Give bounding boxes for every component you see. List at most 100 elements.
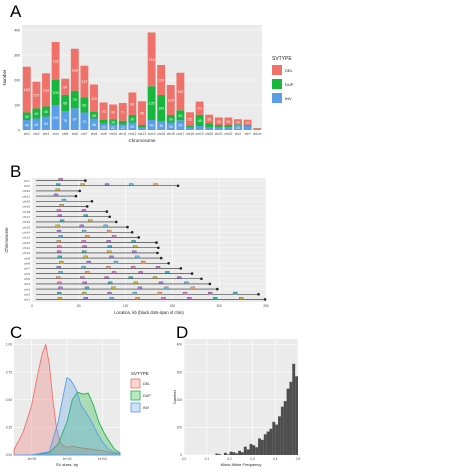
bar-del — [138, 101, 146, 125]
x-tick-label: chr4 — [52, 132, 58, 136]
sv-marker — [55, 188, 60, 192]
x-tick-label: chr17 — [176, 132, 184, 136]
sv-marker — [104, 276, 109, 279]
bar-del — [166, 85, 175, 115]
sv-marker — [81, 266, 86, 269]
histogram-bin — [258, 438, 261, 455]
bar-inv — [118, 124, 127, 130]
bar-del — [205, 114, 214, 124]
bar-dup — [128, 115, 137, 123]
legend-title: SVTYPE — [272, 56, 292, 62]
sv-marker — [57, 297, 63, 300]
histogram-bin — [278, 416, 281, 455]
x-tick-label: 50 — [77, 304, 81, 308]
bar-dup — [22, 112, 31, 120]
bar-value-label: 70 — [82, 120, 86, 124]
sv-marker — [157, 291, 162, 295]
plot-background — [32, 178, 266, 302]
chromosome-end-dot — [105, 210, 109, 213]
sv-marker — [233, 291, 238, 295]
x-tick-label: 0.3 — [250, 457, 255, 461]
sv-marker — [213, 297, 218, 300]
bar-dup — [99, 120, 108, 124]
bar-del — [224, 117, 233, 125]
sv-marker — [57, 291, 62, 295]
bar-value-label: 20 — [111, 121, 115, 125]
y-tick-label: chr16 — [22, 220, 30, 224]
bar-value-label: 150 — [177, 90, 183, 94]
bar-del — [61, 78, 70, 95]
bar-del — [253, 128, 262, 129]
sv-marker — [59, 219, 65, 223]
x-tick-label: chr1 — [24, 132, 30, 136]
x-tick-label: chr15 — [157, 132, 165, 136]
y-tick-label: 300 — [177, 370, 183, 374]
legend-swatch-inv — [130, 402, 141, 413]
sv-marker — [165, 271, 170, 274]
sv-marker — [111, 286, 116, 290]
bar-value-label: 127 — [81, 80, 87, 84]
chromosome-end-dot — [157, 246, 160, 250]
sv-marker — [107, 250, 112, 254]
histogram-bin — [241, 452, 244, 455]
bar-dup — [205, 123, 214, 127]
sv-marker — [82, 245, 87, 248]
x-tick-label: chr21 — [215, 132, 223, 136]
y-tick-label: chr13 — [22, 236, 30, 240]
y-tick-label: chr7 — [24, 267, 30, 271]
bar-inv — [205, 127, 214, 130]
sv-marker — [56, 266, 61, 269]
sv-marker — [83, 255, 88, 259]
bar-value-label: 104 — [158, 107, 164, 111]
bar-inv — [138, 127, 146, 130]
panel-label-c: C — [10, 323, 23, 342]
legend-label-dup: DUP — [143, 394, 151, 398]
bar-del — [195, 101, 204, 115]
histogram-bin — [275, 424, 279, 455]
sv-marker — [132, 245, 138, 248]
sv-marker — [59, 260, 64, 264]
bar-del — [243, 119, 252, 125]
bar-value-label: 64 — [63, 85, 67, 89]
sv-marker — [187, 297, 192, 300]
bar-dup — [61, 94, 70, 112]
bar-del — [51, 42, 60, 80]
x-tick-label: chr20 — [205, 132, 213, 136]
bar-inv — [70, 108, 79, 130]
bar-inv — [234, 125, 242, 130]
x-axis-title: Minor Allele Frequency — [221, 462, 262, 467]
x-tick-label: 150 — [170, 304, 176, 308]
bar-value-label: 120 — [168, 99, 174, 103]
legend-swatch-del — [130, 378, 141, 389]
histogram-bin — [229, 451, 233, 455]
chromosome-end-dot — [159, 256, 163, 260]
bar-del — [157, 65, 166, 95]
bar-value-label: 183 — [24, 88, 30, 92]
sv-marker — [239, 297, 244, 300]
x-tick-label: chr12 — [128, 132, 136, 136]
x-tick-label: 100 — [123, 304, 129, 308]
bar-value-label: 46 — [92, 123, 96, 127]
chromosome-end-dot — [216, 287, 219, 291]
y-tick-label: chr19 — [22, 205, 30, 209]
sv-marker — [155, 266, 161, 269]
bar-value-label: 30 — [217, 120, 221, 124]
bar-value-label: 87 — [73, 118, 77, 122]
sv-marker — [88, 219, 93, 223]
histogram-bin — [238, 450, 241, 455]
bar-value-label: 30 — [169, 125, 173, 129]
y-tick-label: chrX — [24, 184, 30, 188]
bar-dup — [80, 97, 89, 113]
sv-marker — [109, 297, 114, 300]
sv-marker — [108, 281, 113, 285]
legend-label-inv: INV — [285, 96, 292, 101]
y-tick-label: chr21 — [22, 194, 30, 198]
bar-dup — [70, 90, 79, 109]
bar-inv — [42, 116, 50, 130]
y-tick-label: 0.00 — [6, 453, 12, 457]
chromosome-end-dot — [78, 189, 82, 193]
histogram-bin — [249, 443, 253, 455]
sv-marker — [56, 250, 62, 254]
histogram-bin — [286, 388, 290, 455]
panel-d-histogram: 0 100 200 300 400 0.0 0.1 0.2 0.3 0.4 0.5 Minor All… — [172, 339, 300, 467]
